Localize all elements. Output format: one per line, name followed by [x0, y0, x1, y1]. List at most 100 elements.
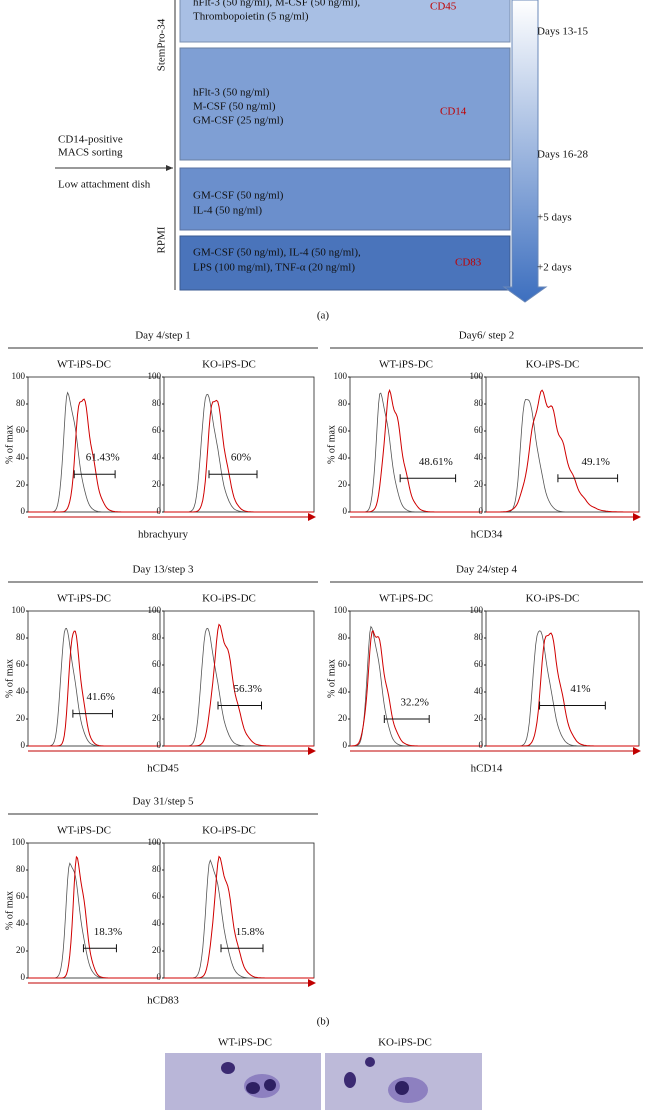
step-text: GM-CSF (50 ng/ml), IL-4 (50 ng/ml), [193, 247, 361, 259]
y-tick-label: 20 [474, 479, 484, 489]
y-tick-label: 80 [338, 398, 348, 408]
sample-histogram [350, 388, 482, 513]
sample-histogram [486, 632, 639, 747]
sample-label: WT-iPS-DC [57, 359, 111, 371]
plot-frame [27, 842, 161, 979]
y-tick-label: 20 [152, 945, 162, 955]
sample-label: KO-iPS-DC [526, 359, 580, 371]
y-tick-label: 40 [338, 452, 348, 462]
step-text: Thrombopoietin (5 ng/ml) [193, 11, 309, 23]
medium-label: StemPro-34 [156, 18, 168, 71]
y-tick-label: 80 [474, 398, 484, 408]
time-arrow [502, 0, 548, 303]
y-tick-label: 20 [152, 713, 162, 723]
sample-label: WT-iPS-DC [379, 593, 433, 605]
step-text: IL-4 (50 ng/ml) [193, 205, 262, 217]
gate [208, 470, 258, 479]
sample-label: KO-iPS-DC [202, 825, 256, 837]
plot-frame [349, 376, 483, 513]
protocol [55, 0, 548, 303]
y-tick-label: 20 [16, 713, 26, 723]
y-tick-label: 60 [474, 425, 484, 435]
y-tick-label: 80 [152, 398, 162, 408]
x-axis-label: hCD14 [471, 763, 503, 775]
y-tick-label: 0 [343, 506, 348, 516]
y-tick-label: 100 [148, 837, 162, 847]
y-tick-label: 100 [334, 371, 348, 381]
y-tick-label: 60 [338, 425, 348, 435]
plot-frame [27, 610, 161, 747]
gate-label: 56.3% [234, 683, 262, 695]
sample-label: KO-iPS-DC [526, 593, 580, 605]
y-tick-label: 0 [479, 506, 484, 516]
y-tick-label: 60 [474, 659, 484, 669]
step-text: LPS (100 mg/ml), TNF-α (20 ng/ml) [193, 262, 355, 274]
sample-label: KO-iPS-DC [202, 593, 256, 605]
step-text: GM-CSF (25 ng/ml) [193, 115, 284, 127]
medium-label: RPMI [156, 226, 168, 253]
sample-histogram [164, 623, 314, 747]
sample-label: WT-iPS-DC [379, 359, 433, 371]
y-tick-label: 100 [470, 371, 484, 381]
y-tick-label: 100 [148, 605, 162, 615]
day-label: Days 13-15 [537, 26, 589, 38]
y-tick-label: 20 [338, 479, 348, 489]
control-histogram [486, 398, 639, 513]
day-label: +5 days [537, 212, 572, 224]
sample-histogram [164, 855, 314, 979]
gate-label: 48.61% [419, 456, 453, 468]
image-label: WT-iPS-DC [218, 1037, 272, 1049]
sample-label: KO-iPS-DC [202, 359, 256, 371]
y-tick-label: 40 [152, 452, 162, 462]
y-tick-label: 0 [157, 972, 162, 982]
gate-label: 60% [231, 452, 251, 464]
sample-histogram [350, 630, 482, 747]
y-tick-label: 100 [12, 605, 26, 615]
y-tick-label: 40 [16, 452, 26, 462]
y-tick-label: 60 [152, 891, 162, 901]
y-tick-label: 20 [16, 945, 26, 955]
gate [220, 944, 264, 953]
gate-label: 41.6% [86, 691, 114, 703]
marker-text: CD14 [440, 106, 467, 118]
step-box [179, 235, 511, 291]
control-histogram [28, 862, 160, 979]
y-tick-label: 100 [148, 371, 162, 381]
y-tick-label: 20 [16, 479, 26, 489]
panel-title: Day 24/step 4 [456, 564, 518, 576]
plot-frame [163, 842, 315, 979]
y-tick-label: 80 [152, 632, 162, 642]
step-text: hFlt-3 (50 ng/ml) [193, 87, 270, 99]
panel-title: Day 13/step 3 [132, 564, 194, 576]
y-tick-label: 80 [152, 864, 162, 874]
sample-histogram [486, 389, 639, 513]
control-histogram [486, 630, 639, 747]
y-tick-label: 60 [16, 891, 26, 901]
y-tick-label: 40 [474, 452, 484, 462]
micrograph [165, 1053, 321, 1110]
sample-histogram [164, 399, 314, 513]
gate [557, 474, 619, 483]
control-histogram [164, 859, 314, 979]
y-tick-label: 0 [21, 972, 26, 982]
y-tick-label: 60 [16, 425, 26, 435]
x-axis-label: hCD45 [147, 763, 179, 775]
cell [221, 1062, 235, 1074]
gate-label: 32.2% [401, 697, 429, 709]
y-tick-label: 20 [474, 713, 484, 723]
day-label: Days 16-28 [537, 149, 589, 161]
y-tick-label: 80 [16, 632, 26, 642]
flow-panels: Day 4/step 1 WT-iPS-DC 0 20 40 60 80 100 61.43%%… [4, 330, 643, 1007]
y-tick-label: 60 [16, 659, 26, 669]
y-tick-label: 0 [157, 740, 162, 750]
marker-text: CD83 [455, 257, 482, 269]
gate [383, 715, 430, 723]
y-tick-label: 100 [12, 837, 26, 847]
y-tick-label: 100 [470, 605, 484, 615]
y-tick-label: 40 [152, 686, 162, 696]
y-tick-label: 0 [157, 506, 162, 516]
micrographs [165, 1053, 482, 1110]
y-axis-label: % of max [4, 891, 15, 930]
y-tick-label: 20 [152, 479, 162, 489]
